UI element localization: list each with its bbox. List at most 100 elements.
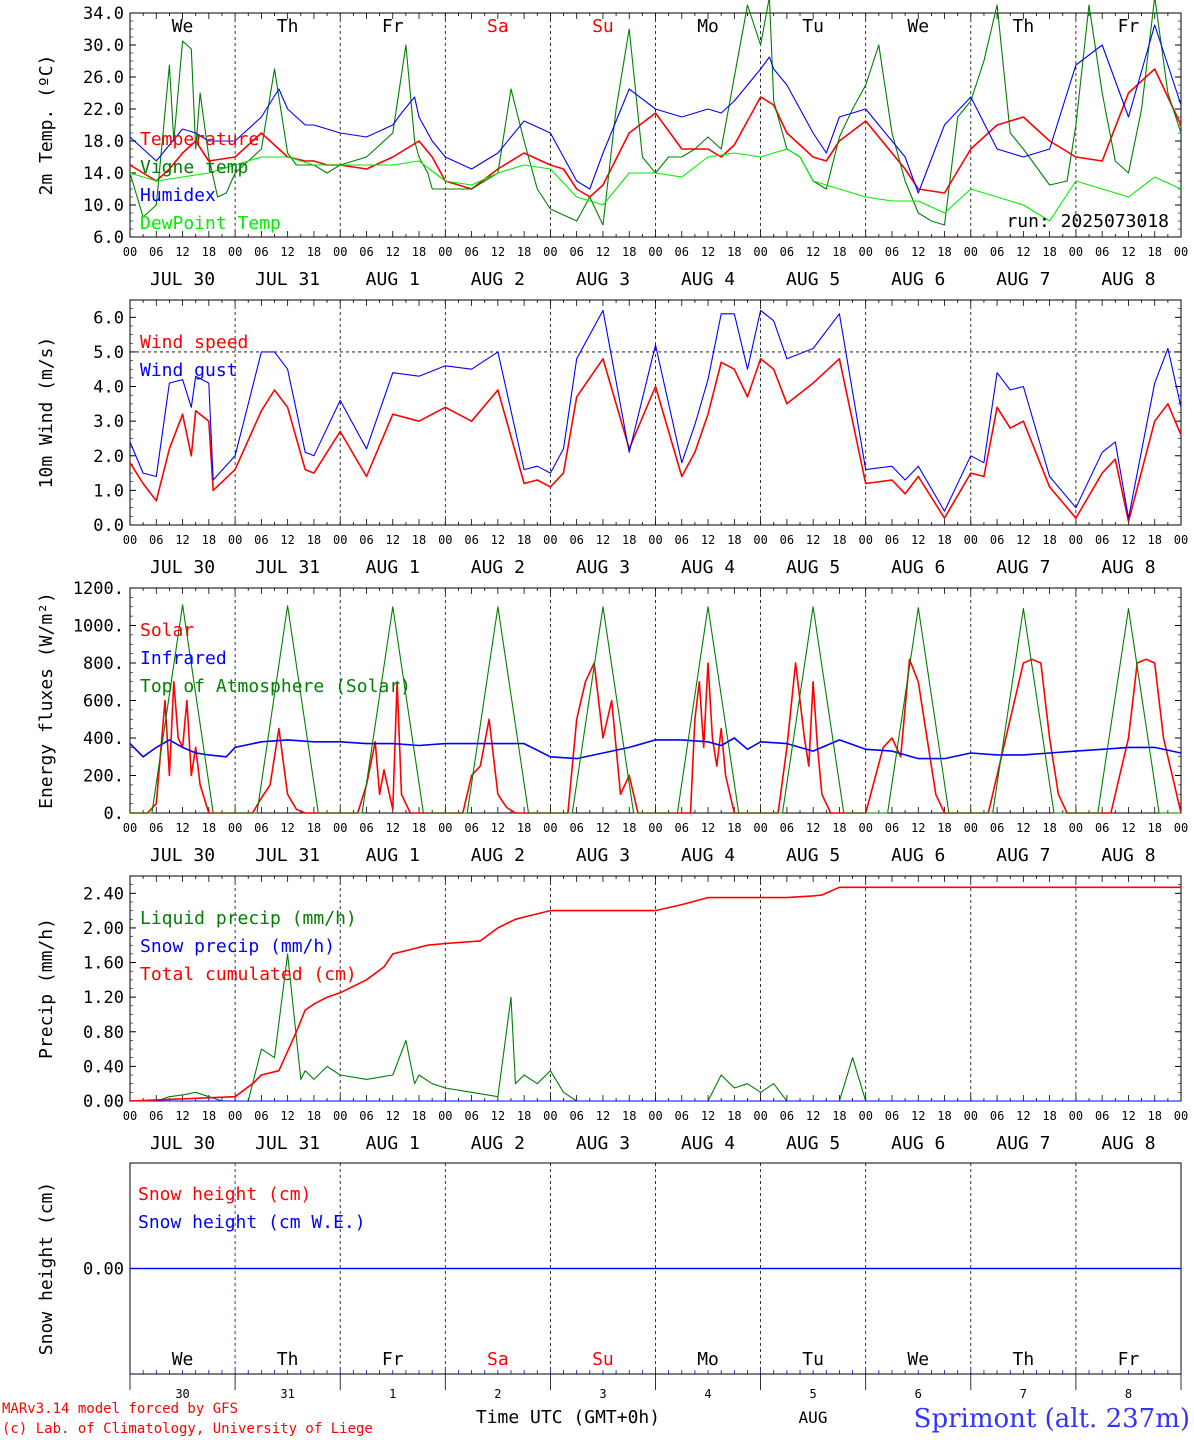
panels: 00 06 12 18 00 06 12 18 00 06 12 18 00 06 12 18 00 06 12 18… [36, 0, 1188, 1401]
x-tick-label: 18 [202, 533, 216, 547]
day-number-label: 2 [494, 1387, 501, 1401]
x-tick-label: 06 [359, 821, 373, 835]
day-name-label: Tu [802, 16, 824, 37]
legend-item: Wind speed [140, 332, 248, 353]
x-tick-label: 18 [1147, 1109, 1161, 1123]
x-tick-label: 06 [149, 1109, 163, 1123]
date-label: AUG 3 [576, 269, 630, 290]
day-name-label: Fr [1118, 1349, 1140, 1370]
x-tick-label: 06 [254, 245, 268, 259]
x-tick-label: 12 [806, 533, 820, 547]
x-tick-label: 12 [280, 533, 294, 547]
x-tick-label: 00 [1174, 1109, 1188, 1123]
x-tick-label: 00 [858, 821, 872, 835]
y-axis-label: 10m Wind (m/s) [36, 337, 57, 489]
x-tick-label: 18 [412, 245, 426, 259]
day-name-label: Su [592, 1349, 614, 1370]
x-tick-label: 18 [307, 533, 321, 547]
date-label: AUG 5 [786, 845, 840, 866]
date-label: AUG 8 [1101, 1133, 1155, 1154]
x-tick-label: 00 [123, 245, 137, 259]
x-tick-label: 00 [228, 245, 242, 259]
x-tick-label: 18 [1147, 533, 1161, 547]
y-tick-label: 3.0 [93, 412, 124, 432]
x-tick-label: 00 [1069, 1109, 1083, 1123]
date-label: JUL 30 [150, 557, 215, 578]
legend-item: Liquid precip (mm/h) [140, 908, 357, 929]
x-tick-label: 00 [648, 533, 662, 547]
day-name-label: We [907, 16, 929, 37]
date-label: JUL 30 [150, 269, 215, 290]
x-tick-label: 00 [858, 245, 872, 259]
x-tick-label: 18 [832, 1109, 846, 1123]
x-tick-label: 06 [780, 533, 794, 547]
series-line-wind-speed [129, 357, 1182, 523]
date-label: AUG 5 [786, 1133, 840, 1154]
day-name-label: Fr [382, 16, 404, 37]
date-label: AUG 4 [681, 557, 735, 578]
date-label: AUG 8 [1101, 557, 1155, 578]
legend-item: Total cumulated (cm) [140, 964, 357, 985]
x-tick-label: 06 [464, 821, 478, 835]
x-tick-label: 06 [885, 821, 899, 835]
day-name-label: Mo [697, 16, 719, 37]
x-tick-label: 12 [911, 533, 925, 547]
x-tick-label: 06 [885, 1109, 899, 1123]
x-tick-label: 06 [990, 245, 1004, 259]
legend-item: Wind gust [140, 360, 238, 381]
y-tick-label: 200. [83, 767, 124, 787]
x-tick-label: 12 [175, 821, 189, 835]
legend-item: Solar [140, 620, 194, 641]
x-tick-label: 18 [832, 245, 846, 259]
x-tick-label: 00 [1174, 821, 1188, 835]
x-tick-label: 06 [990, 533, 1004, 547]
x-tick-label: 18 [1042, 1109, 1056, 1123]
x-tick-label: 00 [123, 533, 137, 547]
x-tick-label: 12 [491, 533, 505, 547]
x-tick-label: 18 [202, 821, 216, 835]
x-tick-label: 06 [464, 245, 478, 259]
legend-item: Temperature [140, 129, 259, 150]
day-name-label: Th [277, 1349, 299, 1370]
x-tick-label: 12 [806, 821, 820, 835]
x-tick-label: 18 [1147, 821, 1161, 835]
x-tick-label: 06 [254, 821, 268, 835]
day-number-label: 6 [915, 1387, 922, 1401]
legend-item: Vigne temp [140, 157, 248, 178]
x-tick-label: 18 [307, 1109, 321, 1123]
x-tick-label: 18 [412, 533, 426, 547]
x-tick-label: 12 [1016, 533, 1030, 547]
series-line-dewpoint-temp [129, 148, 1182, 222]
date-label: AUG 2 [471, 845, 525, 866]
x-tick-label: 06 [569, 245, 583, 259]
x-tick-label: 06 [780, 1109, 794, 1123]
date-label: JUL 30 [150, 1133, 215, 1154]
x-tick-label: 18 [727, 1109, 741, 1123]
x-tick-label: 18 [937, 245, 951, 259]
x-tick-label: 12 [386, 821, 400, 835]
x-tick-label: 00 [543, 821, 557, 835]
y-tick-label: 18.0 [83, 132, 124, 152]
x-tick-label: 12 [701, 821, 715, 835]
x-tick-label: 18 [727, 821, 741, 835]
date-label: AUG 6 [891, 845, 945, 866]
x-tick-label: 12 [280, 245, 294, 259]
legend-item: Snow height (cm W.E.) [138, 1212, 366, 1233]
y-tick-label: 5.0 [93, 343, 124, 363]
x-tick-label: 12 [491, 821, 505, 835]
y-tick-label: 1200. [73, 579, 124, 599]
x-tick-label: 06 [254, 1109, 268, 1123]
x-tick-label: 06 [464, 1109, 478, 1123]
run-label: run: 2025073018 [1006, 211, 1169, 232]
credit-model: MARv3.14 model forced by GFS [2, 1401, 238, 1417]
series-line-total-cumulated-cm- [129, 886, 1181, 1102]
y-tick-label: 14.0 [83, 164, 124, 184]
date-label: AUG 7 [996, 557, 1050, 578]
x-tick-label: 00 [753, 245, 767, 259]
y-tick-label: 22.0 [83, 100, 124, 120]
y-tick-label: 1.60 [83, 954, 124, 974]
day-number-label: 5 [810, 1387, 817, 1401]
date-label: AUG 4 [681, 269, 735, 290]
legend-item: Humidex [140, 185, 216, 206]
date-label: AUG 2 [471, 557, 525, 578]
